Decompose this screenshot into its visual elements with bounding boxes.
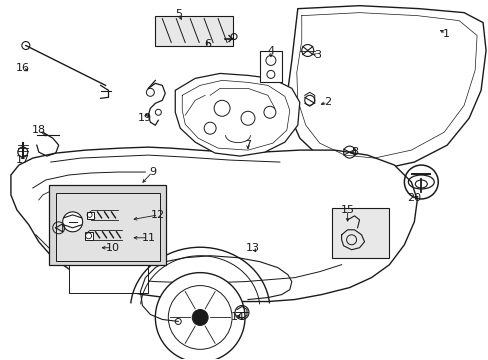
Text: 19: 19 <box>138 113 152 123</box>
Polygon shape <box>11 147 416 302</box>
Circle shape <box>62 212 82 232</box>
Text: 5: 5 <box>174 9 182 19</box>
Text: 1: 1 <box>442 28 449 39</box>
Text: 13: 13 <box>245 243 260 253</box>
Bar <box>84 232 92 240</box>
Text: 12: 12 <box>151 210 165 220</box>
Text: 7: 7 <box>244 140 251 150</box>
Text: 16: 16 <box>16 63 30 73</box>
Text: 9: 9 <box>148 167 156 177</box>
Text: 15: 15 <box>340 205 354 215</box>
Bar <box>331 208 388 258</box>
Text: 11: 11 <box>141 233 155 243</box>
Text: 14: 14 <box>230 312 244 323</box>
Text: 10: 10 <box>105 243 119 253</box>
Bar <box>86 212 93 219</box>
Text: 3: 3 <box>314 50 321 60</box>
Bar <box>68 258 148 293</box>
Bar <box>260 50 281 82</box>
Polygon shape <box>175 73 299 156</box>
Bar <box>56 193 160 261</box>
Text: 17: 17 <box>16 155 30 165</box>
Text: 2: 2 <box>324 97 330 107</box>
Text: 6: 6 <box>204 39 211 49</box>
Text: 8: 8 <box>350 147 357 157</box>
Bar <box>155 15 233 45</box>
Polygon shape <box>287 6 485 170</box>
Bar <box>49 185 166 265</box>
Circle shape <box>155 273 244 360</box>
Text: 20: 20 <box>407 193 421 203</box>
Text: 18: 18 <box>32 125 46 135</box>
Circle shape <box>192 310 208 325</box>
Text: 4: 4 <box>267 45 274 55</box>
